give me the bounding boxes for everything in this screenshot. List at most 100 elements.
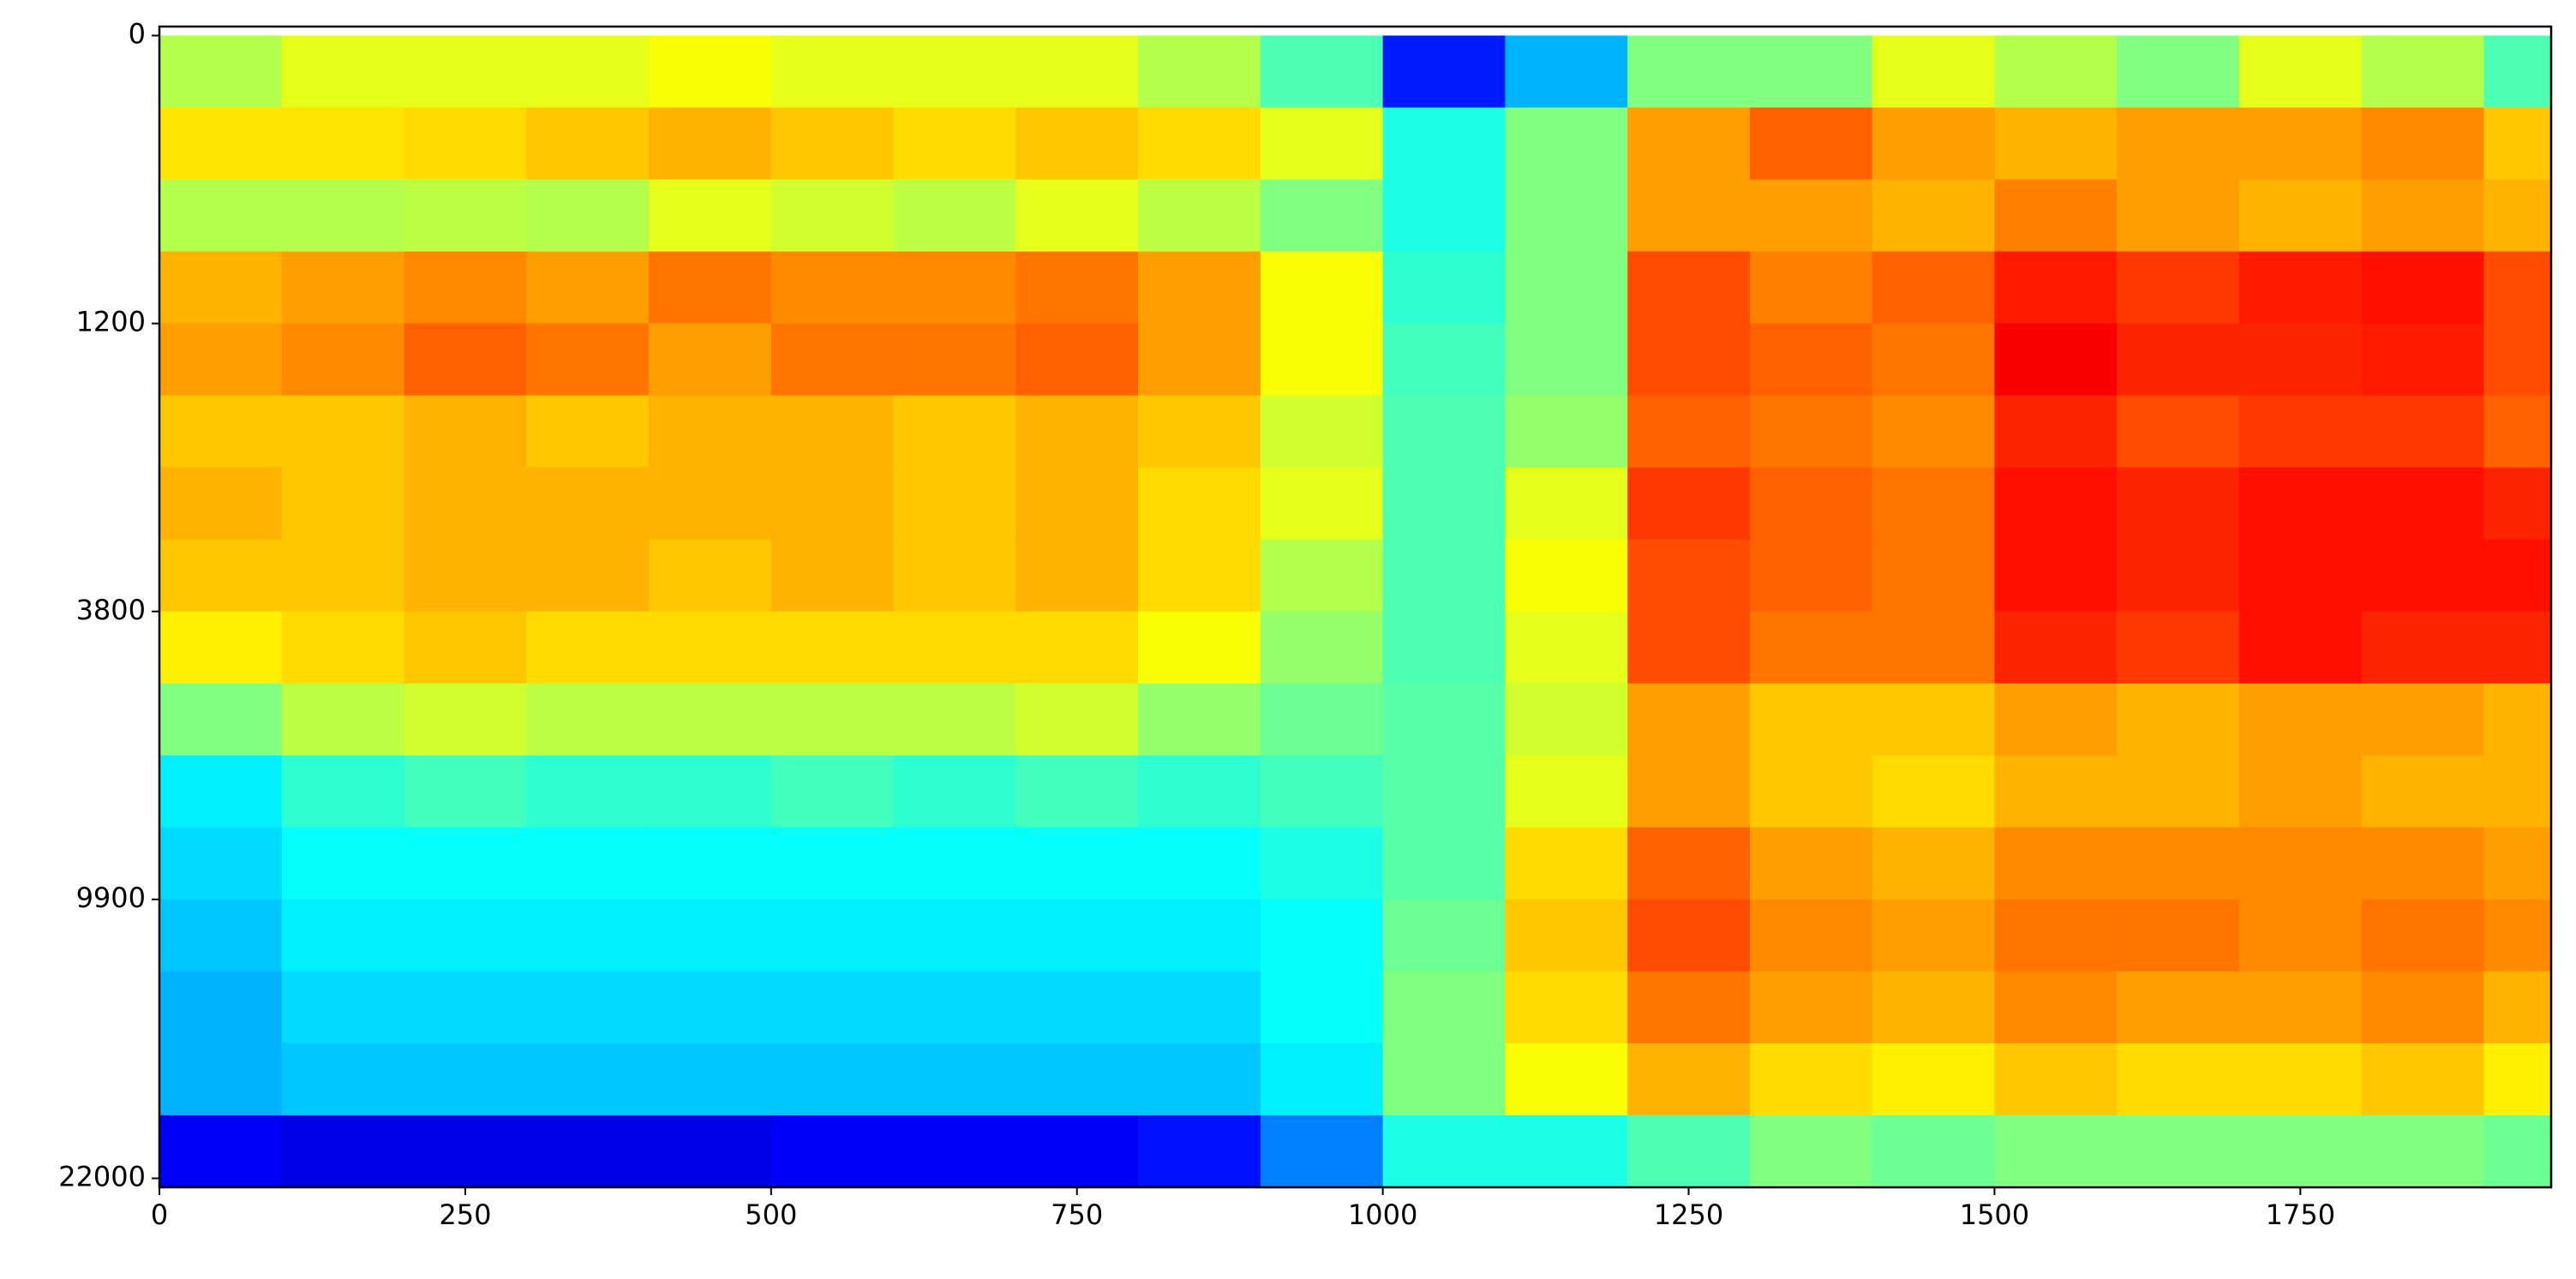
heatmap-cell bbox=[404, 683, 527, 756]
heatmap-cell bbox=[1994, 323, 2118, 397]
heatmap-cell bbox=[770, 899, 895, 972]
y-tick-label: 9900 bbox=[76, 882, 146, 914]
heatmap-cell bbox=[2238, 971, 2363, 1044]
heatmap-cell bbox=[159, 899, 283, 972]
heatmap-cell bbox=[649, 107, 772, 181]
heatmap-cell bbox=[649, 35, 772, 109]
heatmap-cell bbox=[2361, 683, 2484, 756]
heatmap-cell bbox=[1138, 395, 1261, 469]
heatmap-cell bbox=[1627, 35, 1751, 109]
heatmap-cell bbox=[281, 179, 405, 253]
heatmap-cell bbox=[1749, 107, 1873, 181]
heatmap-cell bbox=[893, 899, 1016, 972]
heatmap-cell bbox=[281, 323, 405, 397]
heatmap-cell bbox=[159, 611, 283, 684]
heatmap-cell bbox=[1382, 251, 1506, 325]
heatmap-cell bbox=[2238, 539, 2363, 613]
heatmap-cell bbox=[2117, 755, 2240, 828]
heatmap-cell bbox=[2483, 539, 2552, 613]
heatmap-cell bbox=[2238, 611, 2363, 684]
heatmap-cell bbox=[649, 1115, 772, 1188]
heatmap-cell bbox=[526, 1115, 650, 1188]
heatmap-cell bbox=[1627, 755, 1751, 828]
heatmap-cell bbox=[159, 323, 283, 397]
heatmap-cell bbox=[1260, 251, 1384, 325]
heatmap-cell bbox=[1260, 1115, 1384, 1188]
heatmap-cell bbox=[2483, 395, 2552, 469]
heatmap-cell bbox=[281, 107, 405, 181]
heatmap-cell bbox=[1872, 251, 1995, 325]
heatmap-cell bbox=[893, 1115, 1016, 1188]
heatmap-cell bbox=[404, 827, 527, 900]
heatmap-cell bbox=[526, 1043, 650, 1116]
heatmap-cell bbox=[1749, 395, 1873, 469]
heatmap-cell bbox=[1260, 467, 1384, 541]
heatmap-cell bbox=[526, 467, 650, 541]
heatmap-cell bbox=[1627, 899, 1751, 972]
heatmap-cell bbox=[893, 179, 1016, 253]
heatmap-cell bbox=[1505, 683, 1628, 756]
heatmap-cell bbox=[2117, 35, 2240, 109]
heatmap-cell bbox=[526, 899, 650, 972]
heatmap-cell bbox=[1382, 611, 1506, 684]
heatmap-cell bbox=[649, 395, 772, 469]
heatmap-cell bbox=[281, 539, 405, 613]
heatmap-cell bbox=[893, 683, 1016, 756]
heatmap-cell bbox=[1627, 323, 1751, 397]
heatmap-cell bbox=[2483, 107, 2552, 181]
heatmap-cell bbox=[893, 827, 1016, 900]
heatmap-cell bbox=[1872, 35, 1995, 109]
heatmap-cell bbox=[1382, 1043, 1506, 1116]
heatmap-cell bbox=[2238, 251, 2363, 325]
heatmap-cell bbox=[526, 611, 650, 684]
heatmap-cell bbox=[404, 251, 527, 325]
heatmap-cell bbox=[2361, 251, 2484, 325]
heatmap-cell bbox=[281, 467, 405, 541]
heatmap-cell bbox=[1994, 971, 2118, 1044]
heatmap-cell bbox=[1382, 1115, 1506, 1188]
heatmap-cell bbox=[404, 395, 527, 469]
heatmap-cell bbox=[893, 467, 1016, 541]
heatmap-cell bbox=[893, 35, 1016, 109]
heatmap bbox=[159, 35, 2552, 1188]
heatmap-cell bbox=[1382, 467, 1506, 541]
heatmap-cell bbox=[649, 1043, 772, 1116]
heatmap-cell bbox=[404, 35, 527, 109]
heatmap-cell bbox=[2361, 611, 2484, 684]
heatmap-cell bbox=[770, 251, 895, 325]
heatmap-cell bbox=[2117, 971, 2240, 1044]
heatmap-cell bbox=[2361, 467, 2484, 541]
y-tick-label: 0 bbox=[129, 18, 146, 51]
heatmap-cell bbox=[1138, 251, 1261, 325]
heatmap-cell bbox=[1872, 395, 1995, 469]
heatmap-cell bbox=[2483, 323, 2552, 397]
heatmap-cell bbox=[1260, 179, 1384, 253]
heatmap-cell bbox=[1872, 899, 1995, 972]
heatmap-cell bbox=[526, 323, 650, 397]
heatmap-cell bbox=[2117, 467, 2240, 541]
heatmap-cell bbox=[404, 1115, 527, 1188]
heatmap-cell bbox=[1749, 251, 1873, 325]
heatmap-cell bbox=[526, 683, 650, 756]
heatmap-cell bbox=[1627, 107, 1751, 181]
heatmap-cell bbox=[2117, 251, 2240, 325]
heatmap-cell bbox=[1138, 755, 1261, 828]
heatmap-cell bbox=[2361, 1115, 2484, 1188]
heatmap-cell bbox=[526, 395, 650, 469]
heatmap-cell bbox=[1138, 323, 1261, 397]
heatmap-cell bbox=[1749, 1043, 1873, 1116]
heatmap-cell bbox=[281, 827, 405, 900]
heatmap-cell bbox=[1505, 35, 1628, 109]
heatmap-cell bbox=[1260, 611, 1384, 684]
heatmap-cell bbox=[1015, 755, 1139, 828]
heatmap-cell bbox=[770, 611, 895, 684]
x-tick-label: 750 bbox=[1051, 1198, 1103, 1231]
heatmap-cell bbox=[1505, 1115, 1628, 1188]
x-tick-label: 1000 bbox=[1348, 1198, 1417, 1231]
heatmap-cell bbox=[404, 107, 527, 181]
heatmap-cell bbox=[2117, 395, 2240, 469]
heatmap-cell bbox=[1994, 251, 2118, 325]
heatmap-cell bbox=[2361, 107, 2484, 181]
heatmap-cell bbox=[1015, 179, 1139, 253]
heatmap-cell bbox=[2238, 683, 2363, 756]
